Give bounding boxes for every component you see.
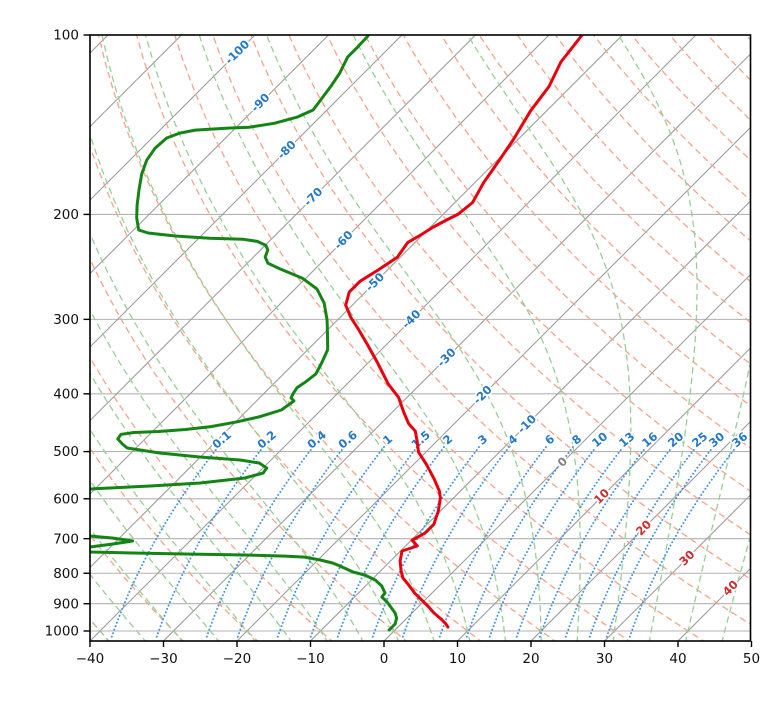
moist-adiabats — [90, 35, 751, 641]
plot-border — [89, 34, 752, 642]
y-tick-label: 500 — [53, 444, 79, 460]
x-tick-label: −30 — [149, 651, 178, 667]
y-tick-label: 700 — [53, 531, 79, 547]
y-tick-label: 800 — [53, 566, 79, 582]
x-tick-label: 30 — [596, 651, 613, 667]
x-tick-label: −10 — [296, 651, 325, 667]
x-tick-label: 0 — [380, 651, 389, 667]
mixing-ratio-lines — [110, 446, 737, 640]
x-tick-label: −20 — [223, 651, 252, 667]
temperature-curve — [344, 35, 584, 629]
y-tick-label: 600 — [53, 491, 79, 507]
x-tick-label: 20 — [522, 651, 539, 667]
y-tick-label: 300 — [53, 312, 79, 328]
x-tick-label: −40 — [76, 651, 105, 667]
y-tick-label: 900 — [53, 596, 79, 612]
y-tick-label: 200 — [53, 207, 79, 223]
dewpoint-curve — [90, 35, 370, 491]
y-tick-label: 1000 — [45, 624, 79, 640]
dewpoint-curve — [90, 534, 135, 549]
sounding-profiles — [90, 35, 584, 632]
y-tick-label: 400 — [53, 386, 79, 402]
x-tick-label: 50 — [743, 651, 760, 667]
y-tick-label: 100 — [53, 28, 79, 44]
x-tick-label: 40 — [669, 651, 686, 667]
dewpoint-curve — [90, 550, 399, 632]
x-tick-label: 10 — [449, 651, 466, 667]
axes: −40 −30 −20 −10 0 10 20 30 40 50 100 200 300 400 500 60… — [45, 28, 760, 667]
